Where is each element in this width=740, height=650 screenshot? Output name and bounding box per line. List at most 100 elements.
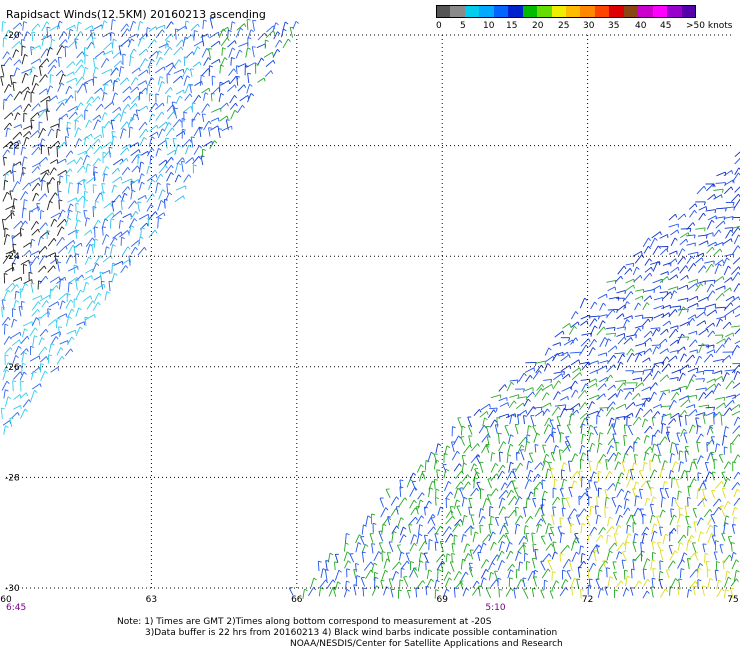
wind-barb-feather [654,363,658,367]
wind-barb-feather [547,568,551,572]
wind-barb [527,570,534,581]
wind-barb-feather [715,569,719,572]
wind-barb-feather [510,587,514,592]
wind-barb [731,245,739,256]
wind-barb-feather [484,417,488,421]
wind-barb [562,323,570,329]
wind-barb-feather [194,30,198,33]
wind-barb [677,534,685,544]
wind-barb-feather [12,262,16,265]
wind-barb-feather [46,99,51,102]
wind-barb-feather [613,401,616,405]
wind-barb-feather [283,28,287,32]
wind-barb-feather [12,170,17,173]
wind-barb-feather [92,237,95,241]
wind-barb [21,363,23,374]
wind-barb [181,138,191,148]
wind-barb [75,289,81,300]
wind-barb [713,248,721,257]
wind-barb [237,104,243,113]
wind-barb-feather [70,95,74,99]
wind-barb [218,93,222,103]
wind-barb-feather [680,568,685,571]
wind-barb [662,533,666,545]
wind-barb-feather [632,388,635,392]
wind-barb-feather [101,126,106,128]
wind-barb [140,227,142,238]
wind-barb [201,87,210,94]
wind-barb [506,480,512,489]
wind-barb-feather [604,337,608,341]
wind-barb [68,29,71,40]
wind-barb [156,24,165,30]
wind-barb-feather [211,75,216,78]
wind-barb-feather [8,336,12,340]
wind-barb [706,452,711,461]
wind-barb [606,424,613,435]
wind-barb-feather [552,506,557,508]
wind-barb-feather [17,112,21,116]
wind-barb [571,453,576,462]
wind-barb-feather [60,278,64,281]
wind-barb-feather [203,19,207,22]
wind-barb [59,300,63,310]
wind-barb [408,516,416,526]
wind-barb-feather [499,451,504,454]
wind-barb-feather [703,201,706,206]
wind-barb [576,579,580,590]
wind-barb [471,443,479,452]
wind-barb [148,77,152,86]
wind-barb [101,269,110,275]
note-line-2: 3)Data buffer is 22 hrs from 20160213 4)… [145,628,558,638]
wind-barb [439,541,444,552]
wind-barb [724,369,736,372]
wind-barb-feather [685,265,689,269]
wind-barb [705,561,708,570]
wind-barb-feather [139,91,144,94]
wind-barb-feather [565,587,569,591]
wind-barb-feather [606,567,611,570]
wind-barb [434,580,437,589]
wind-barb-feather [181,160,185,163]
wind-barb [229,102,236,110]
wind-barb [522,589,529,599]
wind-barb [12,161,21,167]
wind-barb [481,433,489,443]
wind-barb [702,480,707,490]
wind-barb-feather [100,87,103,92]
legend-color-swatch [681,5,697,18]
wind-barb [596,461,599,471]
wind-barb [579,492,586,500]
wind-barb-feather [540,560,545,562]
wind-barb-feather [236,65,240,67]
wind-barb [625,262,634,266]
wind-barb [201,48,208,58]
wind-barb [695,370,704,373]
wind-barb-feather [424,506,428,509]
wind-barb [155,29,163,39]
wind-barb-feather [683,552,688,556]
wind-barb [598,454,604,464]
wind-barb-feather [530,491,534,495]
wind-barb [643,558,648,569]
wind-barb [164,122,170,132]
wind-barb [360,577,366,587]
wind-barb-feather [486,498,490,501]
wind-barb-feather [450,491,453,495]
wind-barb-feather [138,67,141,72]
wind-barb [633,507,639,517]
wind-barb [122,213,132,219]
wind-barb [158,164,166,174]
wind-barb-feather [120,176,123,181]
wind-barb [514,424,519,435]
wind-barb [671,388,681,392]
wind-barb-feather [525,525,529,528]
wind-barb [670,229,678,236]
wind-barb-feather [442,553,446,558]
wind-barb [467,425,473,435]
wind-barb-feather [611,417,615,421]
wind-barb-feather [12,308,16,311]
wind-barb [227,30,229,39]
wind-barb [697,497,706,507]
wind-barb-feather [147,217,152,219]
